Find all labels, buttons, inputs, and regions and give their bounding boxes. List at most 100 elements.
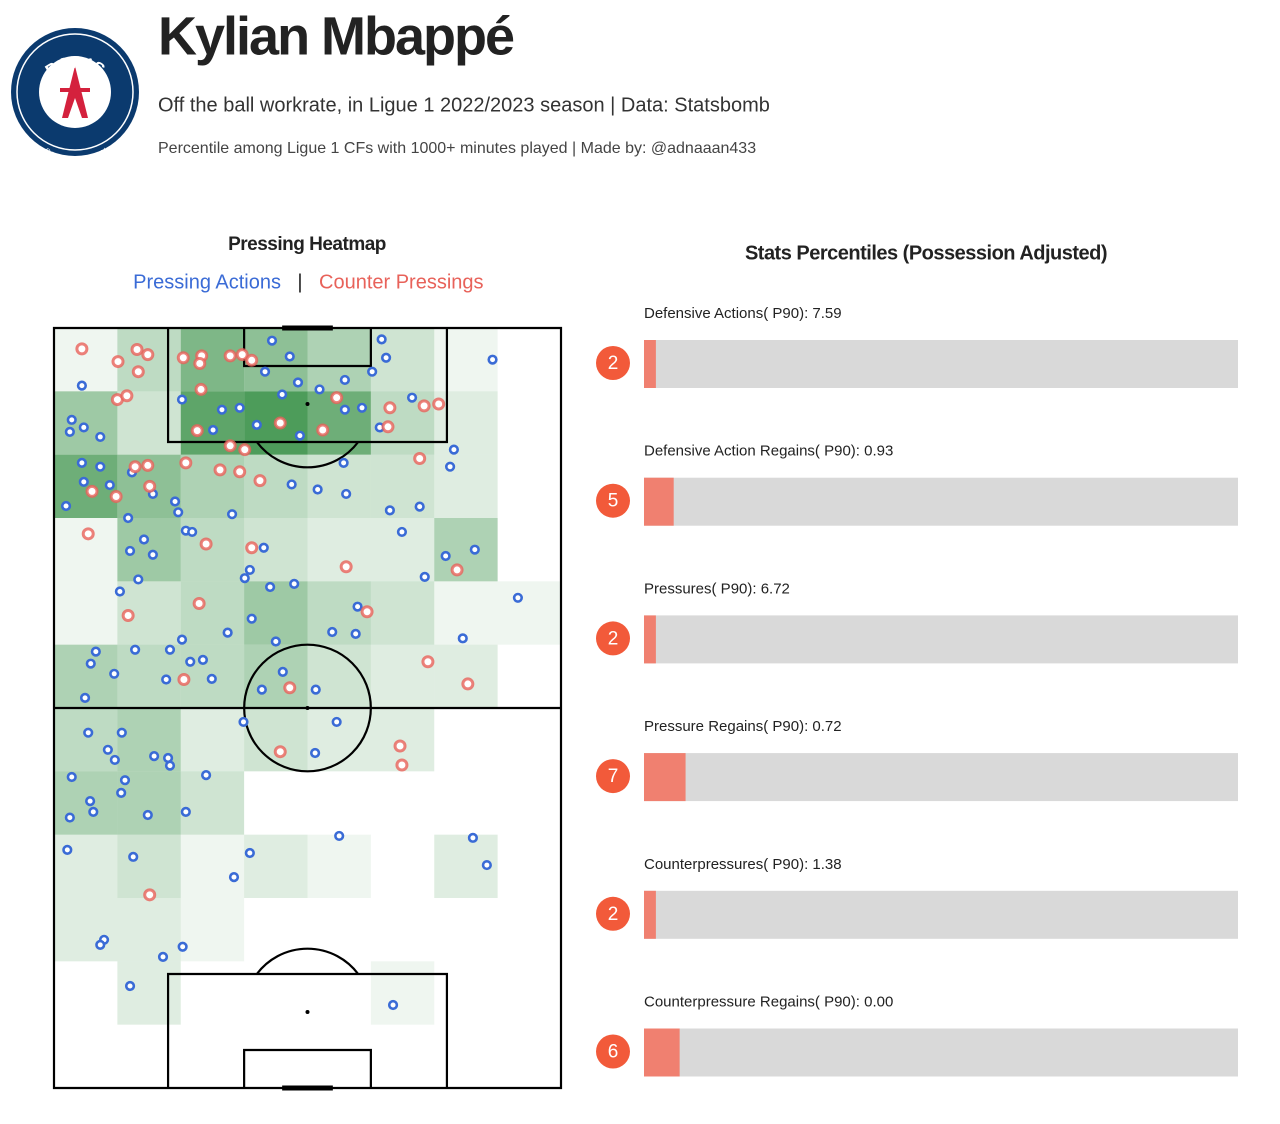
pressing-action	[238, 716, 249, 728]
counter-pressing	[381, 420, 395, 434]
pressing-action	[147, 549, 158, 560]
pressing-action	[292, 377, 304, 388]
pressing-action	[251, 419, 262, 431]
value-badge	[596, 346, 630, 380]
pressing-action	[177, 941, 188, 952]
pressing-action	[180, 806, 191, 817]
pitch-line	[166, 328, 449, 444]
pitch-line	[52, 326, 563, 1090]
heat-cell	[370, 644, 435, 708]
bar-label: Pressure Regains( P90): 0.72	[644, 718, 842, 735]
counter-pressing	[245, 353, 259, 367]
pressing-action	[448, 444, 459, 455]
counter-pressing	[213, 463, 227, 477]
counter-pressing	[253, 474, 267, 488]
heat-cell	[371, 835, 434, 898]
counter-pressing	[223, 349, 237, 363]
pressing-action	[310, 684, 321, 695]
pressing-action	[356, 402, 368, 413]
bar	[644, 890, 656, 939]
heat-cell	[308, 898, 371, 961]
pressing-action	[164, 760, 176, 771]
heatmap-title: Pressing Heatmap	[228, 234, 386, 255]
counter-pressing	[235, 348, 249, 362]
counter-pressing	[283, 681, 297, 695]
heat-cell	[117, 834, 181, 898]
heat-cell	[498, 645, 561, 708]
counter-pressing	[393, 739, 407, 753]
pressing-action	[312, 484, 323, 495]
heat-cell	[54, 328, 118, 392]
pressing-action	[338, 457, 349, 469]
counter-pressing	[383, 401, 397, 415]
counter-pressing	[131, 365, 145, 379]
bar-track	[644, 340, 1238, 388]
counter-pressing	[121, 609, 135, 623]
pitch-line	[243, 328, 372, 368]
counter-pressing	[461, 677, 475, 691]
pressing-action	[79, 692, 91, 703]
heat-cell	[117, 898, 181, 962]
pressing-action	[341, 488, 352, 500]
pressing-action	[294, 430, 305, 441]
pressing-action	[173, 507, 184, 518]
counter-pressing	[193, 356, 207, 370]
counter-pressing	[233, 465, 247, 479]
heat-cell	[498, 518, 561, 581]
penalty-spot	[305, 402, 310, 406]
counter-pressing	[223, 439, 237, 453]
pressing-action	[176, 634, 188, 645]
pressing-action	[116, 787, 127, 798]
bar-track	[644, 1028, 1238, 1077]
pressing-action	[124, 980, 136, 992]
pressing-action	[234, 402, 245, 413]
logo: PARIS SAINT · GERMAIN	[11, 28, 139, 166]
pressing-action	[76, 457, 87, 469]
heat-cell	[117, 644, 181, 708]
pressing-action	[512, 592, 524, 603]
pressing-action	[78, 422, 89, 433]
counter-pressing	[120, 389, 134, 403]
counter-pressing	[360, 605, 374, 619]
pressing-action	[246, 613, 257, 624]
heat-cell	[434, 898, 497, 961]
pressing-action	[286, 479, 297, 490]
bar-track	[644, 753, 1238, 802]
counter-pressing	[450, 563, 464, 577]
pressing-action	[138, 534, 150, 545]
pressing-action	[244, 847, 255, 859]
counter-pressing	[190, 424, 204, 438]
bar	[644, 1028, 680, 1077]
heat-cell	[54, 518, 118, 582]
pressing-action	[123, 512, 134, 524]
pressing-action	[207, 424, 219, 436]
counter-pressing	[238, 443, 252, 457]
pressing-action	[95, 939, 106, 950]
pressing-action	[114, 586, 126, 597]
pressing-action	[350, 628, 361, 640]
legend-separator: |	[297, 271, 302, 293]
heat-cell	[181, 1025, 244, 1088]
pressing-action	[239, 573, 250, 584]
pressing-action	[201, 770, 212, 781]
pressing-action	[259, 366, 271, 377]
center-circle	[243, 643, 372, 773]
pressing-action	[206, 673, 217, 684]
pressing-action	[88, 806, 99, 817]
counter-pressing	[421, 655, 435, 669]
heat-cell	[307, 644, 371, 708]
pressing-action	[185, 656, 196, 667]
bar	[644, 477, 674, 526]
heat-cell	[371, 1025, 434, 1088]
pressing-action	[352, 601, 363, 612]
pressing-action	[265, 581, 276, 593]
pressing-action	[109, 668, 120, 679]
heat-cell	[308, 1025, 371, 1088]
heat-cell	[434, 1025, 497, 1088]
legend-pressing: Pressing Actions	[133, 271, 281, 293]
bar	[644, 753, 686, 802]
pitch-line	[255, 947, 360, 975]
pressing-action	[256, 684, 267, 695]
heat-cell	[244, 771, 307, 834]
heat-cell	[244, 708, 308, 772]
